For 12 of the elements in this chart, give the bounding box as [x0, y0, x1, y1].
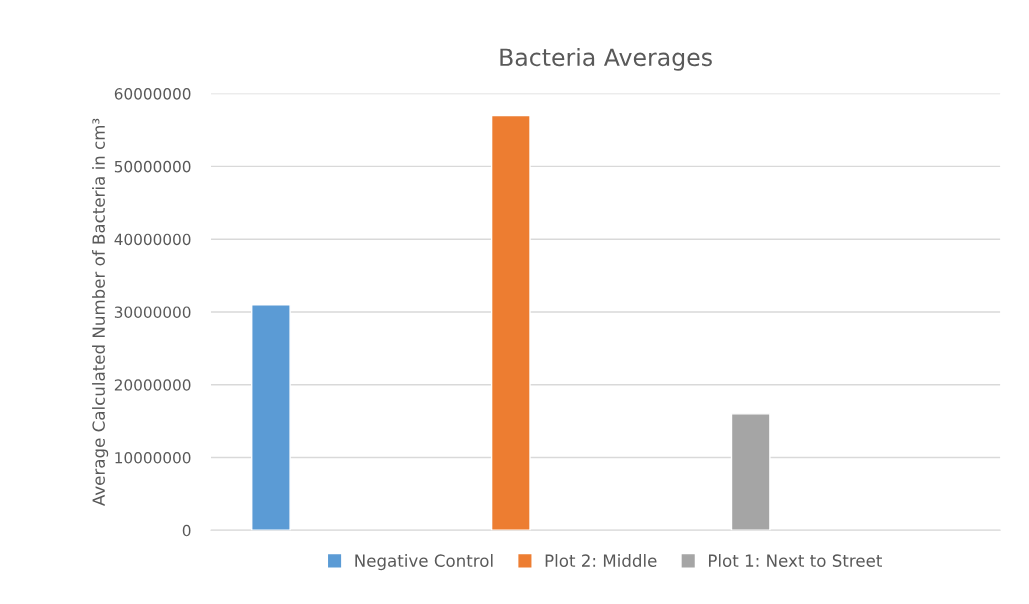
y-tick-label: 60000000 — [114, 88, 191, 100]
y-axis-title: Average Calculated Number of Bacteria in cm³ — [92, 118, 109, 506]
y-tick-label: 0 — [182, 524, 191, 537]
y-tick-label: 30000000 — [114, 306, 191, 318]
y-tick-label: 50000000 — [114, 160, 191, 173]
chart-title: Bacteria Averages — [500, 47, 712, 71]
y-tick-label: 40000000 — [114, 233, 191, 246]
legend-label: Plot 1: Next to Street — [709, 554, 882, 567]
legend-label: Plot 2: Middle — [545, 554, 657, 567]
legend-label: Negative Control — [355, 554, 493, 571]
y-tick-label: 10000000 — [115, 452, 191, 464]
y-tick-label: 20000000 — [114, 379, 191, 391]
